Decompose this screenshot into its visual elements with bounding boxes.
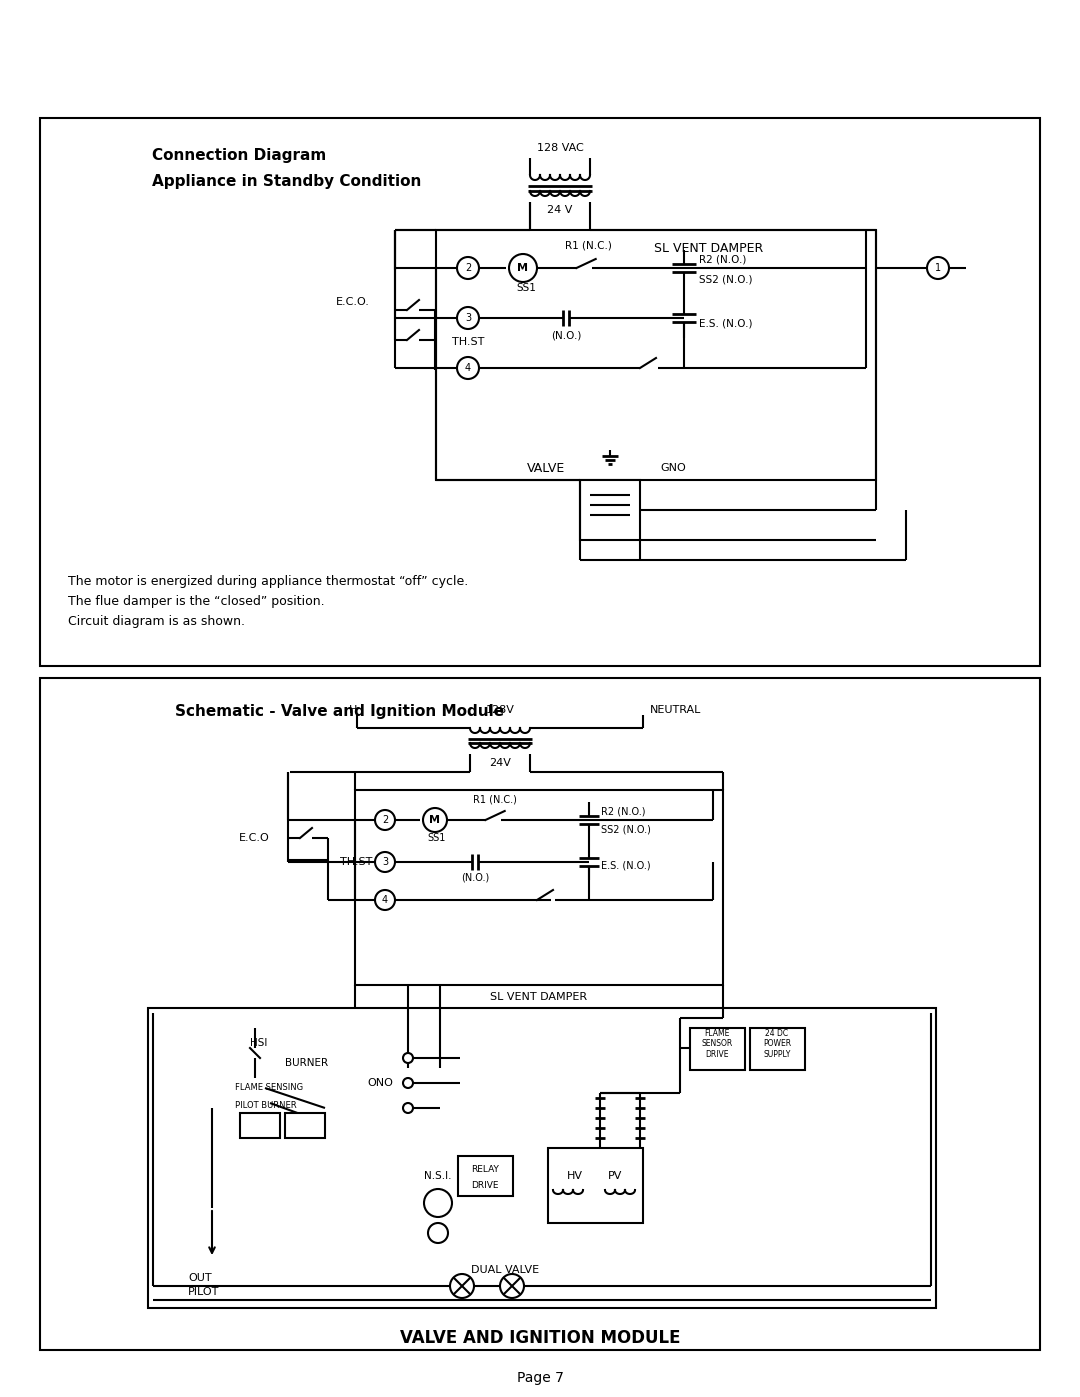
Circle shape — [403, 1104, 413, 1113]
Circle shape — [457, 358, 480, 379]
Bar — [750, 1028, 805, 1070]
Text: PV: PV — [608, 1171, 622, 1180]
Text: 24 V: 24 V — [548, 205, 572, 215]
Text: R2 (N.O.): R2 (N.O.) — [699, 256, 746, 265]
Bar — [285, 1113, 325, 1139]
Text: 128V: 128V — [486, 705, 514, 715]
Text: 24 DC
POWER
SUPPLY: 24 DC POWER SUPPLY — [762, 1030, 791, 1059]
Bar — [148, 1009, 936, 1308]
Bar — [240, 1113, 280, 1139]
Text: FLAME SENSING: FLAME SENSING — [235, 1084, 303, 1092]
Text: SL VENT DAMPER: SL VENT DAMPER — [490, 992, 588, 1002]
Text: VALVE AND IGNITION MODULE: VALVE AND IGNITION MODULE — [400, 1329, 680, 1347]
Text: The motor is energized during appliance thermostat “off” cycle.: The motor is energized during appliance … — [68, 576, 469, 588]
Circle shape — [424, 1189, 453, 1217]
Text: The flue damper is the “closed” position.: The flue damper is the “closed” position… — [68, 595, 325, 609]
Circle shape — [403, 1078, 413, 1088]
Text: Connection Diagram: Connection Diagram — [152, 148, 326, 163]
Text: Page 7: Page 7 — [516, 1370, 564, 1384]
Circle shape — [509, 254, 537, 282]
Bar — [40, 117, 1040, 666]
Text: ONO: ONO — [367, 1078, 393, 1088]
Text: SL VENT DAMPER: SL VENT DAMPER — [654, 242, 764, 254]
Text: OUT: OUT — [188, 1273, 212, 1282]
Bar — [436, 231, 876, 481]
Text: VALVE: VALVE — [527, 461, 565, 475]
Bar — [355, 789, 723, 985]
Text: 4: 4 — [382, 895, 388, 905]
Circle shape — [450, 1274, 474, 1298]
Circle shape — [428, 1222, 448, 1243]
Text: HV: HV — [567, 1171, 583, 1180]
Text: Circuit diagram is as shown.: Circuit diagram is as shown. — [68, 616, 245, 629]
Text: SS1: SS1 — [516, 284, 536, 293]
Circle shape — [927, 257, 949, 279]
Text: R1 (N.C.): R1 (N.C.) — [565, 242, 611, 251]
Circle shape — [423, 807, 447, 833]
Text: Appliance in Standby Condition: Appliance in Standby Condition — [152, 175, 421, 189]
Text: 2: 2 — [464, 263, 471, 272]
Text: 3: 3 — [382, 856, 388, 868]
Text: BURNER: BURNER — [285, 1058, 328, 1067]
Circle shape — [457, 307, 480, 330]
Text: HSI: HSI — [249, 1038, 268, 1048]
Text: GNO: GNO — [660, 462, 686, 474]
Text: 3: 3 — [464, 313, 471, 323]
Text: H: H — [349, 705, 357, 715]
Bar — [548, 1148, 643, 1222]
Text: E.S. (N.O.): E.S. (N.O.) — [600, 861, 650, 870]
Text: SS2 (N.O.): SS2 (N.O.) — [699, 275, 753, 285]
Text: E.S. (N.O.): E.S. (N.O.) — [699, 319, 753, 328]
Text: SS2 (N.O.): SS2 (N.O.) — [600, 826, 651, 835]
Text: R1 (N.C.): R1 (N.C.) — [473, 795, 517, 805]
Bar — [40, 678, 1040, 1350]
Text: FLAME
SENSOR
DRIVE: FLAME SENSOR DRIVE — [701, 1030, 732, 1059]
Circle shape — [457, 257, 480, 279]
Text: E.C.O: E.C.O — [240, 833, 270, 842]
Text: DUAL VALVE: DUAL VALVE — [471, 1266, 539, 1275]
Circle shape — [375, 810, 395, 830]
Text: R2 (N.O.): R2 (N.O.) — [600, 807, 646, 817]
Text: RELAY: RELAY — [471, 1165, 499, 1175]
Bar — [458, 1155, 513, 1196]
Text: 1: 1 — [935, 263, 941, 272]
Text: DRIVE: DRIVE — [471, 1182, 499, 1190]
Circle shape — [375, 890, 395, 909]
Text: 128 VAC: 128 VAC — [537, 142, 583, 154]
Text: 24V: 24V — [489, 759, 511, 768]
Bar — [690, 1028, 745, 1070]
Circle shape — [403, 1053, 413, 1063]
Text: 4: 4 — [464, 363, 471, 373]
Text: (N.O.): (N.O.) — [461, 873, 489, 883]
Text: SS1: SS1 — [428, 833, 446, 842]
Circle shape — [500, 1274, 524, 1298]
Text: (N.O.): (N.O.) — [551, 331, 581, 341]
Text: Schematic - Valve and Ignition Module: Schematic - Valve and Ignition Module — [175, 704, 504, 719]
Circle shape — [375, 852, 395, 872]
Bar — [580, 481, 640, 541]
Text: E.C.O.: E.C.O. — [336, 298, 370, 307]
Text: PILOT BURNER: PILOT BURNER — [235, 1101, 297, 1111]
Text: PILOT: PILOT — [188, 1287, 219, 1296]
Text: M: M — [517, 263, 528, 272]
Text: TH.ST: TH.ST — [453, 337, 484, 346]
Text: N.S.I.: N.S.I. — [424, 1171, 451, 1180]
Text: 2: 2 — [382, 814, 388, 826]
Text: TH.ST: TH.ST — [340, 856, 373, 868]
Text: NEUTRAL: NEUTRAL — [650, 705, 701, 715]
Text: M: M — [430, 814, 441, 826]
